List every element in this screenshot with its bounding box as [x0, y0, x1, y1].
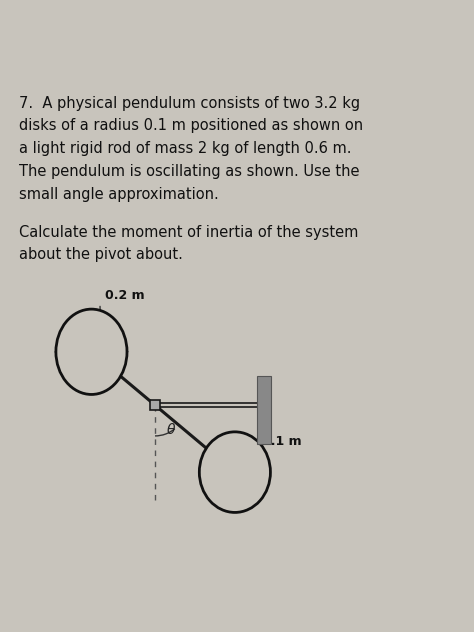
Text: small angle approximation.: small angle approximation.	[19, 186, 219, 202]
Text: about the pivot about.: about the pivot about.	[19, 247, 183, 262]
Text: Calculate the moment of inertia of the system: Calculate the moment of inertia of the s…	[19, 224, 358, 240]
Ellipse shape	[56, 309, 127, 394]
Text: disks of a radius 0.1 m positioned as shown on: disks of a radius 0.1 m positioned as sh…	[19, 118, 363, 133]
Text: 0.2 m: 0.2 m	[105, 289, 144, 302]
Bar	[257, 375, 271, 444]
Text: 0.1 m: 0.1 m	[262, 435, 301, 448]
Text: The pendulum is oscillating as shown. Use the: The pendulum is oscillating as shown. Us…	[19, 164, 359, 179]
Text: a light rigid rod of mass 2 kg of length 0.6 m.: a light rigid rod of mass 2 kg of length…	[19, 141, 351, 156]
Bar	[150, 400, 160, 410]
Text: θ: θ	[167, 423, 175, 437]
Text: 7.  A physical pendulum consists of two 3.2 kg: 7. A physical pendulum consists of two 3…	[19, 95, 360, 111]
Ellipse shape	[200, 432, 271, 513]
